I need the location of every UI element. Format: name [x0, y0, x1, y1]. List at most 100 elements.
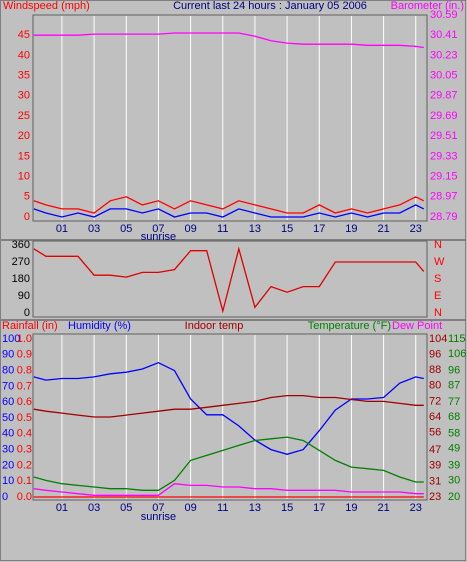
series-line [33, 32, 424, 49]
y2-tick-label: 96 [429, 349, 441, 361]
x-tick-label: 17 [313, 223, 325, 235]
x-tick-label: 07 [152, 223, 164, 235]
legend-entry: Humidity (%) [68, 320, 131, 332]
y3-tick-label: 90 [2, 349, 14, 361]
series-line [33, 394, 424, 418]
plot-area [32, 14, 428, 222]
y2-label: Barometer (in.) [391, 0, 464, 12]
y-tick-label: 1.0 [17, 333, 32, 345]
y2-tick-label: 28.97 [430, 191, 458, 203]
y2-tick-label: 39 [429, 460, 441, 472]
x-tick-label: 11 [217, 223, 228, 235]
y2-tick-label: N [434, 239, 442, 251]
y3-tick-label: 0 [2, 491, 8, 503]
y-tick-label: 25 [18, 110, 30, 122]
y-tick-label: 0.9 [17, 349, 32, 361]
y4-tick-label: 106 [448, 348, 466, 360]
y2-tick-label: W [434, 256, 445, 268]
y2-tick-label: 29.51 [430, 130, 458, 142]
legend-entry: Temperature (°F) [308, 320, 391, 332]
y2-tick-label: N [434, 307, 442, 319]
y2-tick-label: 72 [429, 395, 441, 407]
x-tick-label: 05 [120, 223, 132, 235]
y2-tick-label: 47 [429, 444, 441, 456]
y-tick-label: 360 [12, 239, 30, 251]
y4-tick-label: 68 [448, 411, 460, 423]
x-tick-label: 21 [377, 502, 389, 514]
y2-tick-label: S [434, 273, 441, 285]
y3-tick-label: 50 [2, 412, 14, 424]
y-tick-label: 45 [18, 29, 30, 41]
y3-tick-label: 80 [2, 365, 14, 377]
x-tick-label: 09 [184, 502, 196, 514]
x-tick-label: 15 [281, 502, 293, 514]
y-tick-label: 0 [24, 307, 30, 319]
series-line [33, 246, 425, 314]
y-tick-label: 5 [24, 191, 30, 203]
x-tick-label: 11 [217, 502, 228, 514]
y-tick-label: 10 [18, 171, 30, 183]
x-tick-label: 23 [410, 223, 422, 235]
y4-tick-label: 115 [448, 333, 466, 345]
x-tick-label: 09 [184, 223, 196, 235]
y4-tick-label: 58 [448, 428, 460, 440]
y-tick-label: 0.0 [17, 491, 32, 503]
x-tick-label: 13 [249, 223, 261, 235]
x-tick-label: 15 [281, 223, 293, 235]
x-tick-label: 19 [345, 502, 357, 514]
x-tick-label: 07 [152, 502, 164, 514]
y-tick-label: 40 [18, 49, 30, 61]
y4-tick-label: 77 [448, 396, 460, 408]
y4-tick-label: 96 [448, 365, 460, 377]
y-tick-label: 0.3 [17, 444, 32, 456]
y3-tick-label: 70 [2, 380, 14, 392]
x-tick-label: 03 [88, 223, 100, 235]
y2-tick-label: 23 [429, 491, 441, 503]
y2-tick-label: 80 [429, 380, 441, 392]
y-tick-label: 0 [24, 211, 30, 223]
x-tick-label: 19 [345, 223, 357, 235]
x-tick-label: 03 [88, 502, 100, 514]
y3-tick-label: 40 [2, 428, 14, 440]
series-line [33, 204, 425, 218]
y2-tick-label: 29.69 [430, 110, 458, 122]
y2-tick-label: 29.15 [430, 171, 458, 183]
y-tick-label: 90 [18, 290, 30, 302]
plot-area [32, 240, 428, 318]
y-tick-label: 0.2 [17, 459, 32, 471]
y2-tick-label: 30.05 [430, 70, 458, 82]
y3-tick-label: 100 [2, 333, 20, 345]
annotation: sunrise [141, 231, 176, 243]
series-line [33, 436, 424, 491]
x-tick-label: 13 [249, 502, 261, 514]
y-tick-label: 15 [18, 150, 30, 162]
y-tick-label: 0.1 [17, 475, 32, 487]
y2-tick-label: E [434, 290, 441, 302]
x-tick-label: 01 [56, 502, 68, 514]
y-label: Windspeed (mph) [3, 0, 90, 12]
series-line [33, 196, 425, 214]
y-tick-label: 180 [12, 273, 30, 285]
y3-tick-label: 20 [2, 459, 14, 471]
y-tick-label: 0.4 [17, 428, 32, 440]
series-line [33, 483, 424, 496]
y2-tick-label: 30.23 [430, 49, 458, 61]
y2-tick-label: 88 [429, 364, 441, 376]
y4-tick-label: 49 [448, 443, 460, 455]
y-tick-label: 0.8 [17, 365, 32, 377]
y-tick-label: 0.7 [17, 380, 32, 392]
y-tick-label: 0.5 [17, 412, 32, 424]
y-tick-label: 30 [18, 90, 30, 102]
y2-tick-label: 30.59 [430, 9, 458, 21]
y3-tick-label: 60 [2, 396, 14, 408]
y2-tick-label: 28.79 [430, 211, 458, 223]
y2-tick-label: 31 [429, 475, 441, 487]
legend-entry: Rainfall (in) [2, 320, 58, 332]
y4-tick-label: 30 [448, 474, 460, 486]
y-tick-label: 270 [12, 256, 30, 268]
y-tick-label: 20 [18, 130, 30, 142]
y2-tick-label: 29.87 [430, 90, 458, 102]
y-tick-label: 0.6 [17, 396, 32, 408]
x-tick-label: 05 [120, 502, 132, 514]
